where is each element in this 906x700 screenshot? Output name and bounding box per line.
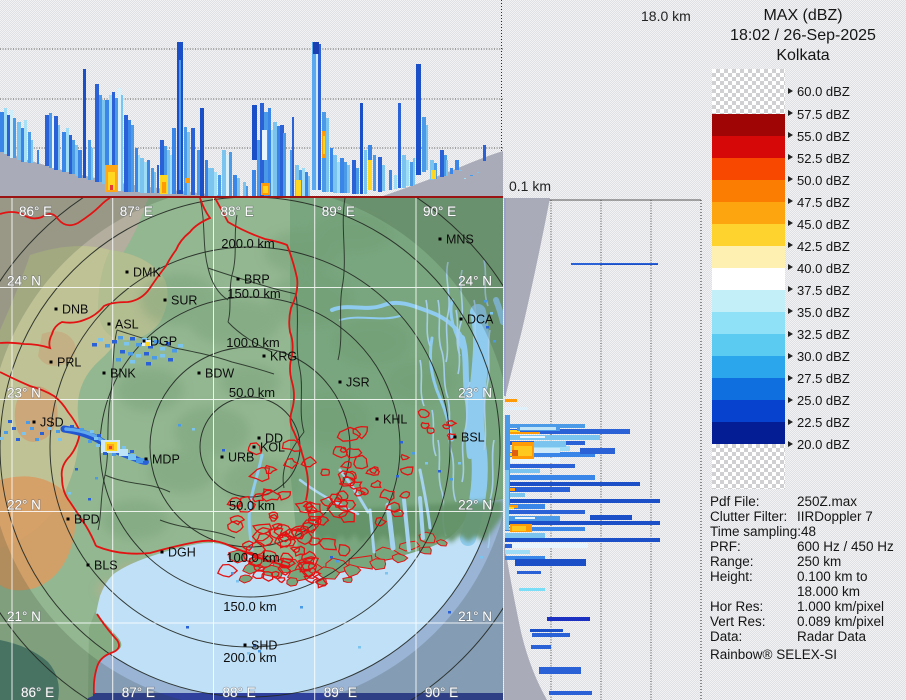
svg-text:86° E: 86° E <box>19 204 52 219</box>
svg-text:MNS: MNS <box>446 233 474 247</box>
svg-text:200.0 km: 200.0 km <box>221 236 274 251</box>
svg-text:BSL: BSL <box>461 431 485 445</box>
svg-text:100.0 km: 100.0 km <box>226 550 279 565</box>
svg-text:88° E: 88° E <box>221 204 254 219</box>
svg-text:89° E: 89° E <box>324 685 357 700</box>
svg-text:PRL: PRL <box>57 356 81 370</box>
svg-text:200.0 km: 200.0 km <box>223 650 276 665</box>
svg-text:DNB: DNB <box>62 303 88 317</box>
svg-text:BPD: BPD <box>74 513 100 527</box>
svg-text:DGP: DGP <box>150 335 177 349</box>
svg-text:89° E: 89° E <box>322 204 355 219</box>
svg-text:SHD: SHD <box>251 639 277 653</box>
svg-text:23° N: 23° N <box>458 386 492 401</box>
svg-text:DGH: DGH <box>168 546 196 560</box>
svg-text:50.0 km: 50.0 km <box>229 498 275 513</box>
svg-text:21° N: 21° N <box>458 609 492 624</box>
svg-text:KRG: KRG <box>270 350 297 364</box>
svg-text:87° E: 87° E <box>120 204 153 219</box>
svg-text:100.0 km: 100.0 km <box>226 335 279 350</box>
svg-text:50.0 km: 50.0 km <box>229 385 275 400</box>
svg-text:150.0 km: 150.0 km <box>223 599 276 614</box>
svg-text:90° E: 90° E <box>423 204 456 219</box>
svg-text:KOL: KOL <box>260 441 285 455</box>
svg-text:BNK: BNK <box>110 367 136 381</box>
svg-text:URB: URB <box>228 451 254 465</box>
svg-text:DD: DD <box>265 432 283 446</box>
svg-text:86° E: 86° E <box>21 685 54 700</box>
svg-text:JSD: JSD <box>40 416 64 430</box>
svg-text:24° N: 24° N <box>458 274 492 289</box>
svg-text:DCA: DCA <box>467 313 494 327</box>
svg-text:150.0 km: 150.0 km <box>227 286 280 301</box>
svg-text:MDP: MDP <box>152 453 180 467</box>
svg-text:BLS: BLS <box>94 559 118 573</box>
svg-text:BDW: BDW <box>205 367 234 381</box>
svg-text:ASL: ASL <box>115 318 139 332</box>
svg-text:87° E: 87° E <box>122 685 155 700</box>
svg-text:21° N: 21° N <box>7 609 41 624</box>
svg-text:90° E: 90° E <box>425 685 458 700</box>
svg-text:22° N: 22° N <box>7 498 41 513</box>
svg-text:SUR: SUR <box>171 294 197 308</box>
svg-text:88° E: 88° E <box>223 685 256 700</box>
svg-text:22° N: 22° N <box>458 498 492 513</box>
svg-text:KHL: KHL <box>383 413 407 427</box>
svg-text:BRP: BRP <box>244 273 270 287</box>
svg-text:JSR: JSR <box>346 376 370 390</box>
svg-text:23° N: 23° N <box>7 386 41 401</box>
svg-text:DMK: DMK <box>133 266 161 280</box>
svg-text:24° N: 24° N <box>7 274 41 289</box>
